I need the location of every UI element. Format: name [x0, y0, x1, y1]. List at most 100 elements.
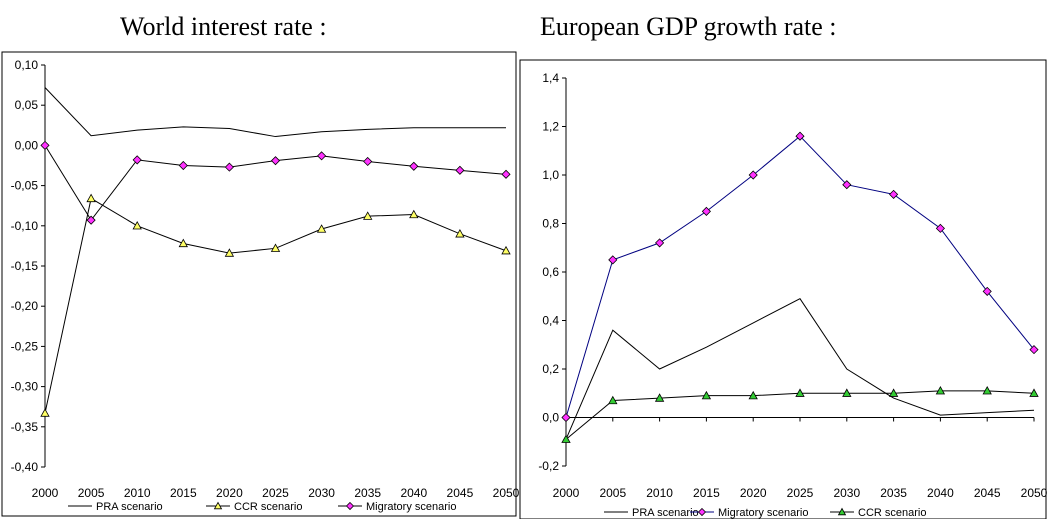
chart-1-point-ccr-scenario	[795, 388, 805, 397]
chart-0-point-ccr-scenario	[178, 238, 188, 248]
chart-0-x-tick-label: 2000	[32, 486, 59, 500]
chart-1-point-ccr-scenario	[701, 390, 712, 400]
chart-1-x-tick-label: 2025	[787, 486, 814, 500]
chart-1-point-ccr-scenario	[654, 393, 665, 402]
chart-1-legend-label-pra-scenario: PRA scenario	[632, 507, 699, 519]
chart-0-point-migratory-scenario	[40, 140, 50, 150]
chart-1-series-line-pra-scenario	[565, 298, 1035, 440]
chart-1-point-migratory-scenario	[842, 180, 852, 190]
chart-1-x-tick-label: 2035	[880, 486, 907, 500]
chart-0-point-migratory-scenario	[501, 169, 511, 179]
chart-0-point-migratory-scenario	[178, 160, 188, 171]
chart-0-y-tick-label: -0,30	[11, 380, 39, 394]
chart-0-series-line-pra-scenario	[44, 87, 506, 138]
chart-0-x-tick-label: 2045	[447, 486, 474, 500]
chart-1-series-line-ccr-scenario	[565, 390, 1035, 440]
chart-1-legend-label-migratory-scenario: Migratory scenario	[718, 507, 808, 519]
chart-1-point-ccr-scenario	[748, 390, 758, 400]
chart-0-point-migratory-scenario	[270, 156, 281, 166]
chart-1-x-tick-label: 2010	[646, 486, 673, 500]
chart-1-x-tick-label: 2050	[1021, 486, 1048, 500]
chart-1-point-migratory-scenario	[935, 223, 945, 233]
chart-1-point-ccr-scenario	[608, 395, 618, 405]
chart-0-x-tick-label: 2035	[354, 486, 381, 500]
chart-0-point-ccr-scenario	[409, 209, 419, 219]
chart-0-legend-label-migratory-scenario: Migratory scenario	[366, 501, 456, 513]
chart-0-legend-label-pra-scenario: PRA scenario	[96, 501, 163, 513]
chart-1-y-tick-label: 0,6	[542, 265, 559, 279]
chart-0-point-ccr-scenario	[224, 248, 235, 257]
chart-1-x-tick-label: 2045	[974, 486, 1001, 500]
chart-1-y-tick-label: 0,8	[542, 217, 559, 231]
chart-1-point-ccr-scenario	[842, 388, 852, 397]
chart-1-point-migratory-scenario	[982, 286, 992, 296]
chart-0-series-line-ccr-scenario	[44, 197, 507, 414]
chart-0-x-tick-label: 2040	[400, 486, 427, 500]
chart-1-point-migratory-scenario	[608, 255, 618, 265]
chart-0-x-tick-label: 2025	[262, 486, 289, 500]
chart-0-x-tick-label: 2005	[78, 486, 105, 500]
chart-1-y-tick-label: 1,0	[542, 168, 559, 182]
chart-1-point-migratory-scenario	[701, 206, 711, 216]
chart-1-y-tick-label: 1,2	[542, 120, 559, 134]
chart-0-point-ccr-scenario	[501, 245, 511, 255]
chart-0-frame	[1, 51, 517, 517]
chart-1-y-tick-label: 1,4	[542, 71, 559, 85]
chart-0-x-tick-label: 2020	[216, 486, 243, 500]
chart-0-y-tick-label: -0,20	[11, 299, 39, 313]
chart-0-point-migratory-scenario	[224, 162, 234, 172]
chart-title-world-interest-rate: World interest rate :	[120, 12, 327, 41]
chart-0-y-tick-label: -0,25	[11, 339, 39, 353]
chart-1-point-migratory-scenario	[561, 412, 571, 423]
chart-1-legend-marker-ccr-scenario	[837, 507, 847, 516]
chart-0-point-ccr-scenario	[455, 229, 465, 238]
chart-0-point-ccr-scenario	[86, 193, 96, 203]
chart-0-point-migratory-scenario	[363, 156, 373, 167]
chart-0-legend-label-ccr-scenario: CCR scenario	[234, 501, 302, 513]
chart-0-y-tick-label: -0,15	[11, 259, 39, 273]
chart-1-x-tick-label: 2030	[833, 486, 860, 500]
chart-0-point-ccr-scenario	[363, 211, 373, 220]
chart-1-frame	[519, 59, 1047, 519]
chart-1-y-tick-label: -0,2	[538, 459, 559, 473]
chart-1-point-migratory-scenario	[795, 131, 805, 141]
chart-1-y-tick-label: 0,4	[542, 314, 559, 328]
chart-0-x-tick-label: 2030	[308, 486, 335, 500]
chart-0-point-ccr-scenario	[316, 224, 327, 233]
chart-0-y-tick-label: 0,00	[15, 138, 39, 152]
chart-0-point-ccr-scenario	[40, 408, 50, 417]
chart-0-point-migratory-scenario	[317, 151, 327, 161]
chart-0-legend-marker-ccr-scenario	[213, 501, 223, 510]
chart-1-x-tick-label: 2040	[927, 486, 954, 500]
chart-1-legend-label-ccr-scenario: CCR scenario	[858, 507, 926, 519]
chart-1-x-tick-label: 2000	[553, 486, 580, 500]
chart-title-european-gdp-growth: European GDP growth rate :	[540, 12, 837, 41]
chart-1-y-tick-label: 0,2	[542, 362, 559, 376]
chart-1-point-migratory-scenario	[655, 238, 665, 248]
chart-0-x-tick-label: 2010	[124, 486, 151, 500]
chart-1-point-ccr-scenario	[1029, 388, 1039, 397]
chart-0-y-tick-label: -0,40	[11, 460, 39, 474]
chart-0-y-tick-label: -0,05	[11, 179, 39, 193]
chart-0-point-migratory-scenario	[86, 215, 96, 225]
chart-0-legend-marker-migratory-scenario	[345, 501, 355, 511]
chart-0-y-tick-label: -0,10	[11, 219, 39, 233]
chart-1-point-migratory-scenario	[1029, 345, 1039, 355]
chart-1-x-tick-label: 2020	[740, 486, 767, 500]
chart-1-legend-marker-migratory-scenario	[697, 507, 707, 517]
chart-1-point-ccr-scenario	[888, 388, 899, 397]
chart-1-point-ccr-scenario	[561, 434, 571, 443]
chart-1-series-line-migratory-scenario	[565, 135, 1035, 418]
chart-0-y-tick-label: -0,35	[11, 420, 39, 434]
chart-0-x-tick-label: 2015	[170, 486, 197, 500]
chart-1-point-migratory-scenario	[748, 170, 758, 180]
chart-0-y-tick-label: 0,10	[15, 58, 39, 72]
chart-1-point-ccr-scenario	[935, 386, 946, 395]
chart-0-point-migratory-scenario	[409, 161, 419, 171]
chart-1-point-ccr-scenario	[982, 386, 992, 395]
chart-0-point-migratory-scenario	[455, 165, 465, 175]
chart-1-point-migratory-scenario	[889, 189, 899, 199]
chart-1-x-tick-label: 2015	[693, 486, 720, 500]
chart-1-x-tick-label: 2005	[599, 486, 626, 500]
